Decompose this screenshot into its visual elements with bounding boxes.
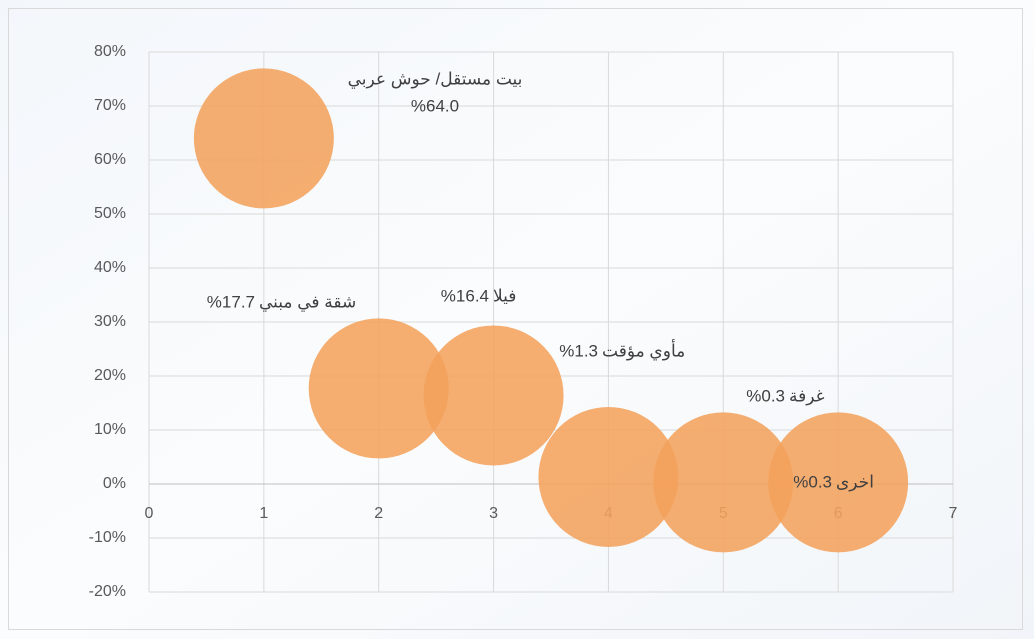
data-label-name: مأوي مؤقت [602,338,685,361]
data-label-name: بيت مستقل/ حوش عربي [348,69,523,89]
y-tick-label: 50% [94,205,126,222]
x-tick-label: 3 [489,505,498,522]
bubble [423,325,564,466]
x-tick-label: 2 [374,505,383,522]
y-tick-label: 10% [94,421,126,438]
data-label-value: %16.4 [441,286,489,305]
y-tick-label: 40% [94,259,126,276]
data-label-name: فيلا [493,286,516,305]
data-label-name: غرفة [789,386,825,405]
y-tick-label: -20% [89,583,126,600]
bubble [193,68,334,209]
data-label-value: %64.0 [411,96,459,115]
y-tick-label: 70% [94,97,126,114]
x-tick-label: 0 [145,505,154,522]
data-label-value: %0.3 [746,386,785,405]
data-label-value: %0.3 [793,472,832,491]
y-tick-label: 30% [94,313,126,330]
y-tick-label: 80% [94,43,126,60]
data-label-value: %17.7 [207,292,255,311]
y-tick-label: 20% [94,367,126,384]
data-label-value: %1.3 [559,341,598,360]
y-tick-label: 0% [103,475,126,492]
data-label-name: شقة في مبني [259,292,356,312]
chart-border [8,8,1023,630]
x-tick-label: 7 [949,505,958,522]
x-tick-label: 1 [259,505,268,522]
bubble [538,406,679,547]
bubble [653,412,794,553]
y-tick-label: -10% [89,529,126,546]
bubble [768,412,909,553]
bubble [308,318,449,459]
data-label-name: اخرى [836,472,874,491]
y-tick-label: 60% [94,151,126,168]
